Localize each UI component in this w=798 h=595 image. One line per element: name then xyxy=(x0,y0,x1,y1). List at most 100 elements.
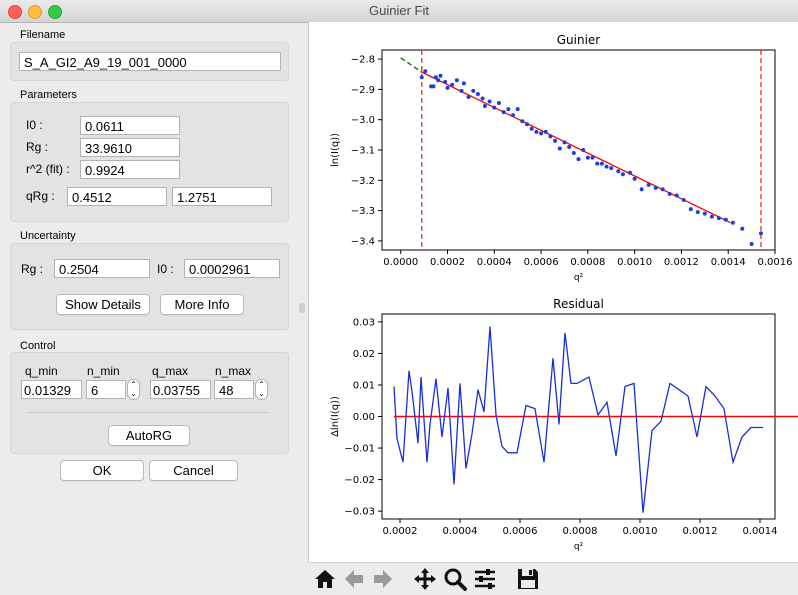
r2-field[interactable]: 0.9924 xyxy=(80,160,180,179)
zoom-icon[interactable] xyxy=(442,566,468,592)
zoom-window-button[interactable] xyxy=(48,5,62,19)
qrg-min-field[interactable]: 0.4512 xyxy=(67,187,167,206)
n-min-label: n_min xyxy=(87,364,120,378)
guinier-data-point xyxy=(581,148,586,152)
window-title: Guinier Fit xyxy=(369,3,429,18)
n-max-stepper[interactable]: ⌃ ⌄ xyxy=(255,379,268,400)
filename-panel: S_A_GI2_A9_19_001_0000 xyxy=(10,42,289,81)
close-window-button[interactable] xyxy=(8,5,22,19)
guinier-data-point xyxy=(730,220,735,225)
uncertainty-section-label: Uncertainty xyxy=(20,230,76,242)
guinier-data-point xyxy=(620,172,625,177)
guinier-axes-frame xyxy=(381,49,776,251)
guinier-data-point xyxy=(461,81,466,86)
parameters-section-label: Parameters xyxy=(20,89,77,101)
guinier-data-point xyxy=(562,140,567,145)
guinier-data-point xyxy=(443,79,448,84)
uncertainty-i0-field[interactable]: 0.0002961 xyxy=(184,259,280,278)
rg-field[interactable]: 33.9610 xyxy=(80,138,180,157)
guinier-data-point xyxy=(492,105,497,110)
guinier-data-point xyxy=(520,119,525,124)
guinier-data-point xyxy=(595,161,600,166)
more-info-button[interactable]: More Info xyxy=(160,294,244,315)
guinier-data-point xyxy=(454,78,459,83)
residual-y-tick-label: 0.02 xyxy=(353,349,375,360)
guinier-data-point xyxy=(450,82,455,87)
guinier-data-point xyxy=(423,69,428,74)
plot-canvas[interactable]: Guinier 0.0000 0.0002 0.0004 0.0006 0.0008 0.0… xyxy=(308,22,798,594)
forward-arrow-icon[interactable] xyxy=(370,566,396,592)
i0-label: I0 : xyxy=(26,118,43,132)
filename-field[interactable]: S_A_GI2_A9_19_001_0000 xyxy=(19,52,281,71)
guinier-data-point xyxy=(438,73,443,78)
uncertainty-rg-field[interactable]: 0.2504 xyxy=(54,259,150,278)
guinier-x-tick-label: 0.0004 xyxy=(477,257,512,268)
residual-x-tick-label: 0.0004 xyxy=(443,526,478,537)
plots-svg: Guinier 0.0000 0.0002 0.0004 0.0006 0.0008 0.0… xyxy=(330,33,798,552)
guinier-y-tick-label: −2.9 xyxy=(351,85,375,96)
plot-toolbar xyxy=(308,562,798,595)
autorg-button[interactable]: AutoRG xyxy=(108,425,190,446)
guinier-y-tick-label: −3.1 xyxy=(351,146,375,157)
guinier-x-tick-label: 0.0014 xyxy=(711,257,746,268)
residual-y-tick-label: 0.00 xyxy=(353,412,375,423)
guinier-data-point xyxy=(436,78,441,83)
guinier-data-point xyxy=(716,216,721,221)
uncertainty-i0-label: I0 : xyxy=(157,262,174,276)
guinier-x-axis-label: q² xyxy=(574,273,584,283)
q-max-field[interactable]: 0.03755 xyxy=(150,380,211,399)
residual-y-tick-label: 0.03 xyxy=(353,317,375,328)
guinier-data-point xyxy=(709,214,714,219)
q-min-label: q_min xyxy=(25,364,58,378)
guinier-y-tick-label: −3.4 xyxy=(351,236,375,247)
n-max-field[interactable]: 48 xyxy=(214,380,254,399)
guinier-data-point xyxy=(749,241,754,246)
control-divider xyxy=(27,412,270,413)
guinier-data-point xyxy=(688,207,693,212)
parameters-panel: I0 : 0.0611 Rg : 33.9610 r^2 (fit) : 0.9… xyxy=(10,102,289,222)
residual-x-tick-label: 0.0014 xyxy=(743,526,778,537)
guinier-x-tick-label: 0.0002 xyxy=(430,257,465,268)
guinier-data-point xyxy=(660,187,665,192)
show-details-button[interactable]: Show Details xyxy=(56,294,150,315)
title-bar: Guinier Fit xyxy=(0,0,798,23)
n-min-stepper[interactable]: ⌃ ⌄ xyxy=(127,379,140,400)
i0-field[interactable]: 0.0611 xyxy=(80,116,180,135)
control-panel: q_min n_min q_max n_max 0.01329 6 ⌃ ⌄ 0.… xyxy=(10,352,289,454)
guinier-data-point xyxy=(695,210,700,215)
back-arrow-icon[interactable] xyxy=(341,566,367,592)
residual-x-tick-label: 0.0008 xyxy=(563,526,598,537)
guinier-x-tick-label: 0.0016 xyxy=(758,257,793,268)
guinier-data-point xyxy=(433,75,438,80)
guinier-data-point xyxy=(609,166,614,171)
q-min-field[interactable]: 0.01329 xyxy=(21,380,82,399)
q-max-label: q_max xyxy=(152,364,189,378)
chevron-down-icon: ⌄ xyxy=(130,389,137,398)
guinier-x-tick-label: 0.0006 xyxy=(524,257,559,268)
configure-subplots-icon[interactable] xyxy=(472,566,498,592)
save-icon[interactable] xyxy=(515,566,541,592)
pane-splitter-handle[interactable] xyxy=(299,303,305,313)
uncertainty-panel: Rg : 0.2504 I0 : 0.0002961 Show Details … xyxy=(10,243,289,330)
minimize-window-button[interactable] xyxy=(28,5,42,19)
n-min-field[interactable]: 6 xyxy=(86,380,126,399)
guinier-data-point xyxy=(553,138,558,143)
residual-y-tick-label: −0.02 xyxy=(344,475,375,486)
guinier-data-point xyxy=(496,101,501,106)
guinier-data-point xyxy=(431,84,436,89)
guinier-data-point xyxy=(529,126,534,131)
ok-button[interactable]: OK xyxy=(60,460,144,481)
guinier-y-tick-label: −3.3 xyxy=(351,206,375,217)
residual-x-tick-label: 0.0010 xyxy=(623,526,658,537)
guinier-y-axis-label: ln(I(q)) xyxy=(330,133,341,167)
cancel-button[interactable]: Cancel xyxy=(149,460,238,481)
qrg-max-field[interactable]: 1.2751 xyxy=(172,187,272,206)
guinier-data-point xyxy=(740,226,745,231)
residual-x-tick-label: 0.0006 xyxy=(503,526,538,537)
pan-icon[interactable] xyxy=(412,566,438,592)
guinier-data-point xyxy=(543,129,548,134)
r2-label: r^2 (fit) : xyxy=(26,162,70,176)
guinier-x-tick-label: 0.0012 xyxy=(664,257,699,268)
guinier-y-tick-label: −2.8 xyxy=(351,55,375,66)
home-icon[interactable] xyxy=(312,566,338,592)
